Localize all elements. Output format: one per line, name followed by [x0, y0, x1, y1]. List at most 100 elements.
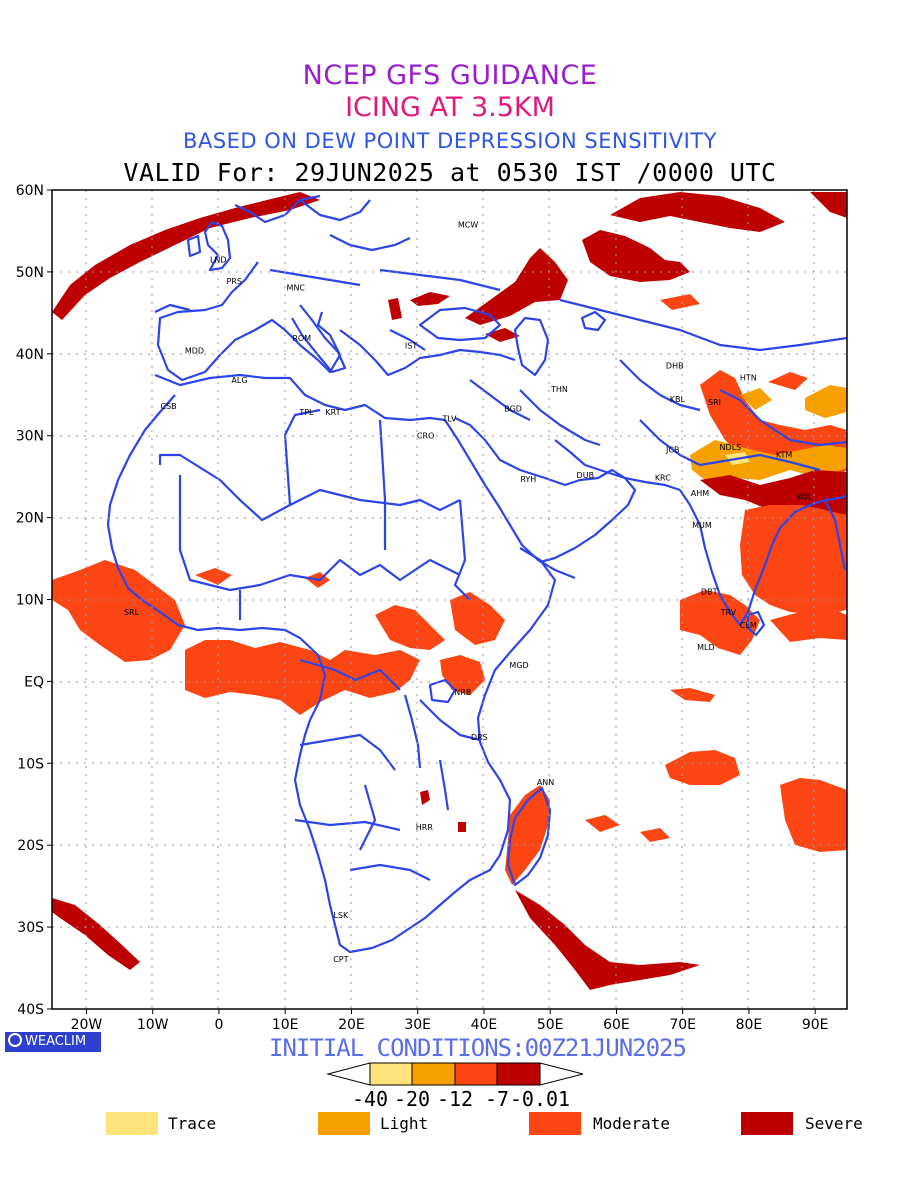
longitude-label: 10W — [137, 1017, 169, 1033]
icing-patch — [420, 790, 430, 805]
station-label-lsk: LSK — [333, 911, 349, 920]
legend-label-moderate: Moderate — [593, 1114, 671, 1133]
station-label-drs: DRS — [471, 733, 488, 742]
station-label-krc: KRC — [655, 473, 671, 482]
station-label-nrb: NRB — [454, 688, 471, 697]
icing-patch — [52, 192, 320, 320]
icing-patch — [670, 688, 715, 702]
weaclim-logo: WEACLIM — [5, 1032, 101, 1052]
legend-swatch-trace — [106, 1112, 158, 1135]
colorbar-swatch-trace — [369, 1062, 413, 1086]
station-label-tlv: TLV — [442, 415, 457, 424]
station-label-htn: HTN — [740, 374, 757, 383]
latitude-labels: 60N 50N 40N 30N 20N 10N EQ 10S 20S 30S 40S — [16, 183, 52, 1018]
station-label-clm: CLM — [740, 621, 757, 630]
icing-patch — [740, 505, 847, 615]
icing-patch — [195, 568, 232, 585]
icing-patch — [805, 385, 847, 418]
colorbar-label: -0.01 — [510, 1087, 570, 1111]
icing-patch — [458, 822, 466, 832]
icing-patch — [640, 828, 670, 842]
station-label-mdd: MDD — [185, 347, 204, 356]
station-label-ist: IST — [405, 342, 417, 351]
icing-patch — [388, 298, 402, 320]
title-line-3: BASED ON DEW POINT DEPRESSION SENSITIVIT… — [183, 129, 717, 153]
station-label-ndls: NDLS — [720, 443, 742, 452]
station-label-dbt: DBT — [701, 587, 718, 596]
longitude-label: 30E — [404, 1017, 431, 1033]
icing-patch — [465, 248, 568, 325]
colorbar-swatch-severe — [496, 1062, 541, 1086]
icing-patch — [585, 815, 620, 832]
station-label-kbl: KBL — [670, 395, 686, 404]
station-label-mum: MUM — [692, 521, 712, 530]
colorbar-label: -7 — [485, 1087, 509, 1111]
latitude-label: 10N — [16, 593, 44, 609]
station-label-bgd: BGD — [504, 405, 522, 414]
station-label-kol: KOL — [797, 492, 813, 501]
icing-patch — [505, 785, 550, 885]
station-label-rom: ROM — [292, 334, 311, 343]
icing-patch — [52, 898, 140, 970]
latitude-label: 30N — [16, 429, 44, 445]
icing-patch — [665, 750, 740, 785]
coastlines — [106, 194, 847, 954]
station-label-ryh: RYH — [520, 475, 536, 484]
icing-patch — [770, 610, 847, 642]
station-label-cpt: CPT — [333, 955, 348, 964]
legend-label-severe: Severe — [805, 1114, 863, 1133]
latitude-label: 40S — [17, 1002, 44, 1018]
colorbar-right-arrow — [539, 1062, 584, 1086]
longitude-label: 50E — [537, 1017, 564, 1033]
colorbar-left-arrow — [326, 1062, 371, 1086]
colorbar-label: -12 — [437, 1087, 473, 1111]
station-label-dhb: DHB — [666, 361, 684, 370]
longitude-label: 10E — [272, 1017, 299, 1033]
latitude-label: 20S — [17, 838, 44, 854]
icing-patch — [582, 230, 690, 282]
station-label-mnc: MNC — [287, 283, 306, 292]
station-label-mld: MLD — [697, 643, 715, 652]
copyright-icon — [8, 1033, 22, 1047]
station-label-dub: DUB — [577, 471, 595, 480]
icing-patch — [740, 388, 772, 410]
legend-label-light: Light — [380, 1114, 429, 1133]
title-line-2: ICING AT 3.5KM — [345, 92, 555, 123]
latitude-label: 40N — [16, 347, 44, 363]
longitude-label: 70E — [669, 1017, 696, 1033]
station-label-cro: CRO — [417, 432, 434, 441]
longitude-label: 20W — [71, 1017, 103, 1033]
initial-conditions: INITIAL CONDITIONS:00Z21JUN2025 — [269, 1034, 687, 1062]
latitude-label: 30S — [17, 920, 44, 936]
colorbar-swatch-light — [411, 1062, 456, 1086]
station-label-trv: TRV — [720, 608, 737, 617]
icing-patch — [690, 440, 847, 480]
icing-areas — [52, 192, 847, 990]
legend-swatch-light — [318, 1112, 370, 1135]
title-line-1: NCEP GFS GUIDANCE — [302, 60, 598, 91]
icing-patch — [450, 592, 505, 645]
longitude-label: 20E — [338, 1017, 365, 1033]
colorbar-label: -20 — [394, 1087, 430, 1111]
station-label-csb: CSB — [161, 402, 177, 411]
station-label-ann: ANN — [537, 778, 554, 787]
legend-swatch-severe — [741, 1112, 793, 1135]
icing-patch — [375, 605, 445, 650]
icing-patch — [52, 560, 185, 662]
longitude-labels: 20W 10W 0 10E 20E 30E 40E 50E 60E 70E 80E 90E — [71, 1009, 829, 1033]
brand-label: WEACLIM — [25, 1034, 87, 1049]
station-label-prs: PRS — [226, 277, 241, 286]
station-label-hrr: HRR — [416, 823, 434, 832]
valid-time: VALID For: 29JUN2025 at 0530 IST /0000 U… — [123, 158, 777, 187]
icing-patch — [700, 470, 847, 520]
station-label-mgd: MGD — [509, 661, 528, 670]
longitude-label: 40E — [471, 1017, 498, 1033]
longitude-label: 80E — [736, 1017, 763, 1033]
station-label-tpl: TPL — [298, 408, 314, 417]
icing-patch — [515, 890, 700, 990]
longitude-label: 90E — [802, 1017, 829, 1033]
longitude-label: 60E — [603, 1017, 630, 1033]
station-label-ahm: AHM — [691, 489, 709, 498]
latitude-label: 10S — [17, 756, 44, 772]
